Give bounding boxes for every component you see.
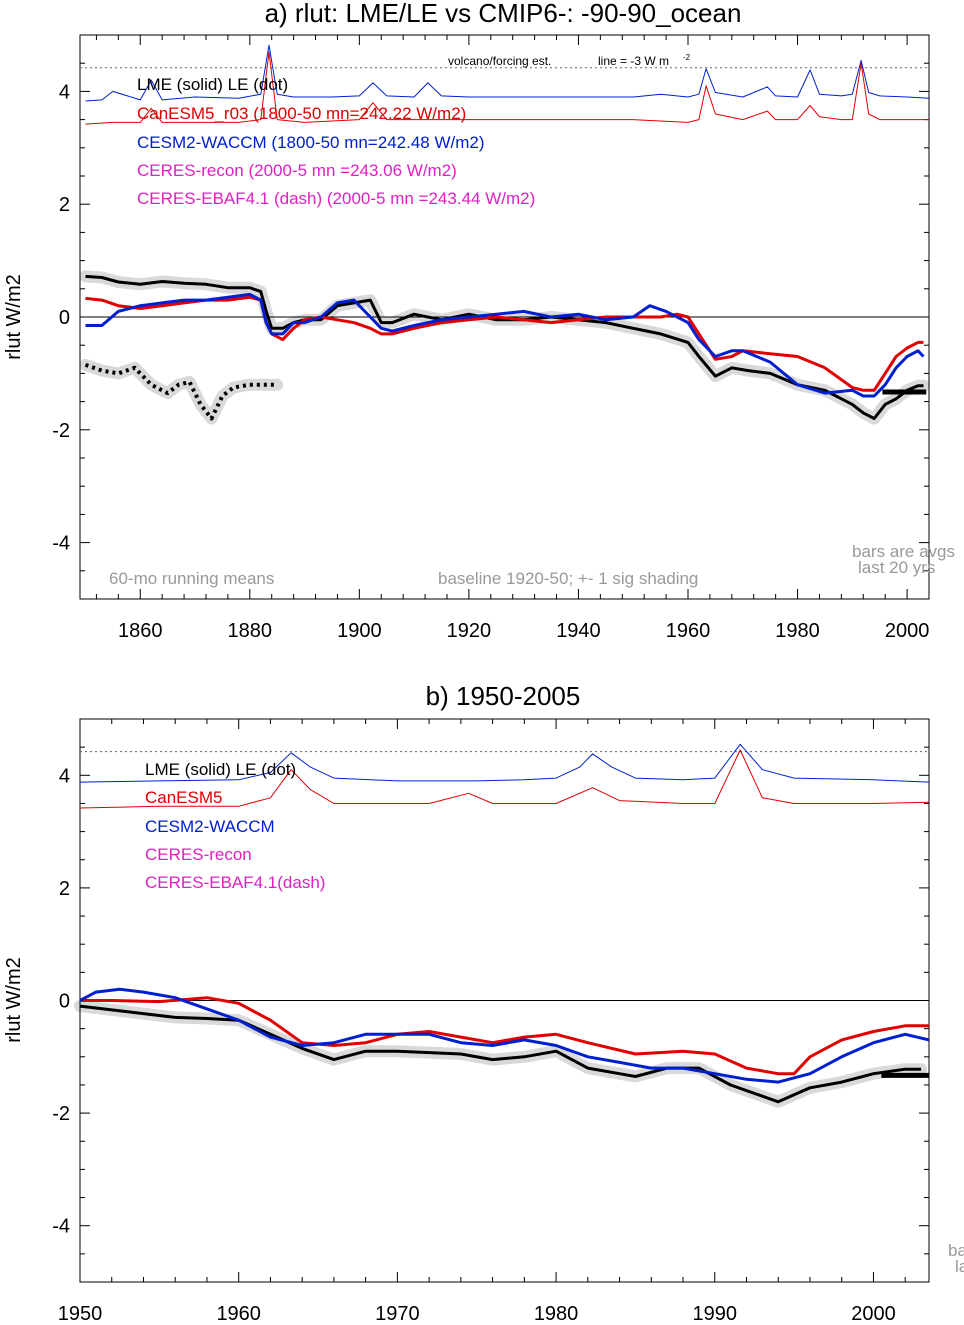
- panel-a-title: a) rlut: LME/LE vs CMIP6-: -90-90_ocean: [265, 0, 742, 28]
- panel-a-ylabel: rlut W/m2: [3, 274, 25, 360]
- legend-b-lme: LME (solid) LE (dot): [145, 760, 296, 779]
- p0-xtick-label: 1860: [118, 620, 163, 642]
- panel-b-legend: LME (solid) LE (dot) CanESM5 CESM2-WACCM…: [145, 760, 325, 892]
- p0-series-le: [84, 363, 278, 421]
- panel-b-series-layer: [79, 743, 930, 1104]
- p1-xtick-label: 1980: [534, 1303, 579, 1325]
- p0-series-canesm5: [85, 295, 924, 392]
- annotation-forcing-line: line = -3 W m: [598, 54, 669, 68]
- p1-xtick-label: 2000: [851, 1303, 896, 1325]
- annotation-bars-b-line2: la: [955, 1257, 964, 1276]
- panel-b-shading-layer: [74, 1000, 928, 1108]
- p0-xtick-label: 1920: [447, 620, 492, 642]
- panel-b-title: b) 1950-2005: [426, 681, 581, 711]
- legend-b-ceres-recon: CERES-recon: [145, 845, 252, 864]
- p1-xtick-label: 1970: [375, 1303, 420, 1325]
- legend-a-cesm: CESM2-WACCM (1800-50 mn=242.48 W/m2): [137, 133, 485, 152]
- p0-ytick-label: 4: [59, 81, 70, 103]
- p1-ytick-label: 2: [59, 878, 70, 900]
- p0-xtick-label: 1980: [775, 620, 820, 642]
- p1-xtick-label: 1950: [58, 1303, 103, 1325]
- annotation-bars-clip-a: bars are avgs last 20 yrs: [852, 542, 955, 577]
- annotation-bars-b-line1: ba: [948, 1241, 964, 1260]
- annotation-running-means: 60-mo running means: [109, 569, 274, 588]
- p0-series-lme-shading: [79, 270, 930, 425]
- p0-ytick-label: -4: [52, 533, 70, 555]
- p1-xtick-label: 1990: [693, 1303, 738, 1325]
- annotation-bars-line1: bars are avgs: [852, 542, 955, 561]
- p0-series-canesm5-forcing-est-: [85, 51, 929, 125]
- p0-xtick-label: 1900: [337, 620, 382, 642]
- p0-ytick-label: 0: [59, 307, 70, 329]
- legend-b-canesm: CanESM5: [145, 788, 222, 807]
- p1-ytick-label: 4: [59, 765, 70, 787]
- panel-a-series-layer: [84, 44, 930, 421]
- legend-a-lme: LME (solid) LE (dot): [137, 75, 288, 94]
- panel-a-shading-layer: [79, 270, 930, 425]
- p0-ytick-label: 2: [59, 194, 70, 216]
- legend-a-ceres-ebaf: CERES-EBAF4.1 (dash) (2000-5 mn =243.44 …: [137, 189, 535, 208]
- legend-b-cesm: CESM2-WACCM: [145, 817, 275, 836]
- p1-series-canesm5: [80, 996, 929, 1076]
- p0-xtick-label: 1880: [228, 620, 273, 642]
- p1-xtick-label: 1960: [216, 1303, 261, 1325]
- p1-ytick-label: -4: [52, 1216, 70, 1238]
- annotation-bars-line2: last 20 yrs: [858, 558, 935, 577]
- p1-series-cesm2-waccm: [79, 987, 930, 1084]
- p0-xtick-label: 1960: [666, 620, 711, 642]
- p1-series-canesm5-forcing-est-: [79, 749, 930, 809]
- panel-a-legend: LME (solid) LE (dot) CanESM5_r03 (1800-5…: [137, 75, 535, 208]
- annotation-forcing-line-sup: -2: [683, 53, 691, 62]
- p0-xtick-label: 2000: [885, 620, 930, 642]
- p1-ytick-label: -2: [52, 1103, 70, 1125]
- legend-a-canesm: CanESM5_r03 (1800-50 mn=242.22 W/m2): [137, 104, 466, 123]
- p1-ytick-label: 0: [59, 991, 70, 1013]
- legend-a-ceres-recon: CERES-recon (2000-5 mn =243.06 W/m2): [137, 161, 457, 180]
- p0-series-lme: [85, 274, 924, 420]
- p0-series-cesm2-forcing-est-: [85, 44, 930, 102]
- p1-series-cesm2-forcing-est-: [79, 743, 930, 783]
- p0-xtick-label: 1940: [556, 620, 601, 642]
- annotation-volcano: volcano/forcing est.: [448, 54, 551, 68]
- p0-ytick-label: -2: [52, 420, 70, 442]
- legend-b-ceres-ebaf: CERES-EBAF4.1(dash): [145, 873, 325, 892]
- panel-b-static-layer: -4 -2 0 2 4 1950 1960 1970 1980 1990 2000: [52, 718, 930, 1325]
- panel-a: a) rlut: LME/LE vs CMIP6-: -90-90_ocean …: [3, 0, 955, 642]
- panel-b: b) 1950-2005 rlut W/m2 -4 -2 0 2 4 1950 1960 19…: [3, 681, 964, 1325]
- p1-series-lme-shading: [74, 1000, 928, 1108]
- annotation-baseline: baseline 1920-50; +- 1 sig shading: [438, 569, 698, 588]
- p0-series-cesm2-waccm: [85, 292, 925, 398]
- panel-a-static-layer: -4 -2 0 2 4 1860 1880 1900 1920 1940 1960 1980 2000: [52, 34, 930, 642]
- panel-b-ylabel: rlut W/m2: [3, 957, 25, 1043]
